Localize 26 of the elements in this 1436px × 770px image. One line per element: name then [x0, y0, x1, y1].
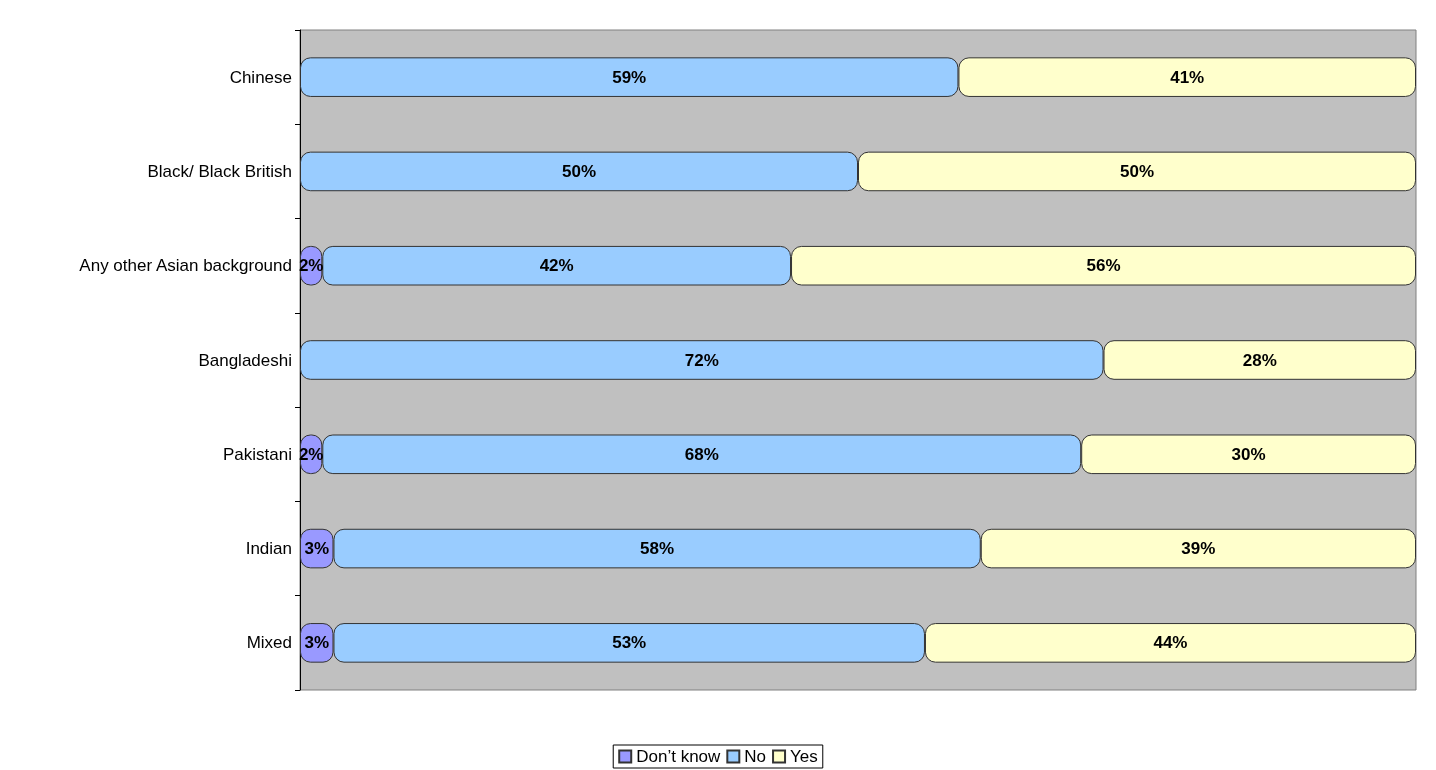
y-tick-label: Indian: [245, 539, 292, 559]
data-label: 42%: [539, 256, 574, 276]
y-tick-label: Bangladeshi: [198, 350, 292, 370]
legend-label: Don’t know: [636, 747, 722, 766]
data-label: 58%: [640, 539, 675, 559]
data-label: 3%: [304, 539, 330, 559]
data-label: 50%: [561, 161, 597, 181]
data-label: 3%: [304, 633, 330, 653]
data-label: 68%: [684, 444, 719, 464]
data-label: 41%: [1170, 67, 1205, 87]
legend-label: Yes: [790, 747, 818, 766]
data-label: 59%: [612, 67, 647, 87]
data-label: 72%: [684, 350, 719, 370]
data-label: 53%: [612, 633, 647, 653]
data-label: 50%: [1119, 161, 1155, 181]
data-label: 44%: [1153, 633, 1188, 653]
y-tick-label: Mixed: [246, 633, 292, 653]
legend-label: No: [744, 747, 767, 766]
data-label: 28%: [1242, 350, 1277, 370]
y-tick-label: Any other Asian background: [79, 256, 292, 276]
data-label: 56%: [1086, 256, 1121, 276]
data-label: 39%: [1181, 539, 1216, 559]
y-tick-label: Black/ Black British: [147, 161, 292, 181]
y-tick-label: Pakistani: [223, 444, 292, 464]
y-tick-label: Chinese: [229, 67, 292, 87]
data-label: 30%: [1231, 444, 1266, 464]
